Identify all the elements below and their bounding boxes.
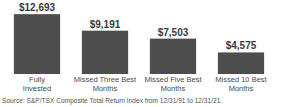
chart-svg: $12,693 FullyInvested $9,191 Missed Three B… (0, 0, 300, 107)
data-label: $7,503 (158, 27, 189, 38)
bar (82, 31, 128, 74)
data-label: $9,191 (90, 19, 121, 30)
category-label: Missed Three BestMonths (74, 75, 137, 93)
category-label: Missed 10 BestMonths (215, 75, 267, 93)
category-line: Months (161, 84, 186, 93)
category-line: Months (93, 84, 118, 93)
bar (14, 14, 60, 74)
category-line: Months (229, 84, 254, 93)
bars (14, 14, 264, 74)
bar (150, 39, 196, 74)
bar (218, 52, 264, 74)
page: {"chart_data": {"type": "bar", "categori… (0, 0, 300, 107)
category-label: FullyInvested (23, 75, 51, 93)
category-label: Missed Five BestMonths (144, 75, 202, 93)
category-line: Invested (23, 84, 51, 93)
data-label: $4,575 (226, 40, 257, 51)
labels: $12,693 FullyInvested $9,191 Missed Three B… (19, 2, 268, 92)
data-label: $12,693 (19, 2, 56, 13)
chart-container: $12,693 FullyInvested $9,191 Missed Three B… (0, 0, 300, 107)
source-note: Source: S&P/TSX Composite Total Return I… (2, 97, 222, 105)
